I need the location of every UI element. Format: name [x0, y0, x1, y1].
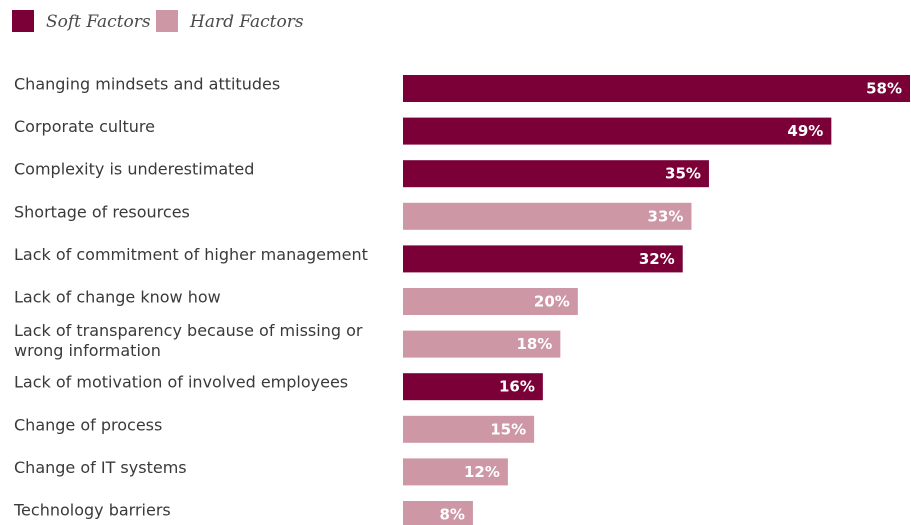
category-label: Lack of commitment of higher management [14, 245, 368, 264]
legend: Soft Factors Hard Factors [12, 10, 304, 32]
category-label: Complexity is underestimated [14, 160, 254, 179]
category-label: Corporate culture [14, 117, 155, 136]
bar-value-label: 15% [490, 420, 526, 438]
category-labels: Changing mindsets and attitudes Corporate… [13, 75, 368, 520]
category-label: Lack of motivation of involved employees [14, 373, 348, 392]
bar [403, 373, 543, 401]
bar-value-label: 16% [499, 378, 535, 396]
bar [403, 288, 578, 315]
legend-label: Hard Factors [189, 12, 304, 32]
bar-value-label: 33% [648, 207, 684, 225]
bar-value-label: 8% [439, 506, 464, 524]
legend-label: Soft Factors [46, 12, 151, 32]
bar-value-label: 58% [866, 80, 902, 98]
bar [403, 501, 473, 525]
bar [403, 415, 535, 443]
category-label: Change of IT systems [14, 458, 187, 477]
bar-value-label: 18% [516, 335, 552, 353]
bar-value-label: 20% [534, 293, 570, 311]
bar-value-label: 12% [464, 463, 500, 481]
bar [403, 458, 508, 486]
category-label: wrong information [14, 341, 161, 360]
category-label: Shortage of resources [14, 202, 190, 221]
bar [403, 75, 910, 102]
legend-swatch [156, 10, 178, 32]
category-label: Lack of transparency because of missing … [14, 321, 363, 340]
bars: 58% 49% 35% 33% 32% 20% 18% 16% 15% 12% 8% [403, 75, 910, 525]
bar-value-label: 49% [787, 122, 823, 140]
category-label: Change of process [14, 415, 162, 434]
bar-value-label: 32% [639, 250, 675, 268]
category-label: Lack of change know how [14, 288, 221, 307]
bar [403, 117, 832, 145]
bar [403, 202, 692, 230]
legend-swatch [12, 10, 34, 32]
bar [403, 160, 709, 188]
bar-value-label: 35% [665, 165, 701, 183]
category-label: Technology barriers [13, 501, 171, 520]
bar [403, 245, 683, 273]
category-label: Changing mindsets and attitudes [14, 75, 280, 94]
bar [403, 330, 561, 358]
